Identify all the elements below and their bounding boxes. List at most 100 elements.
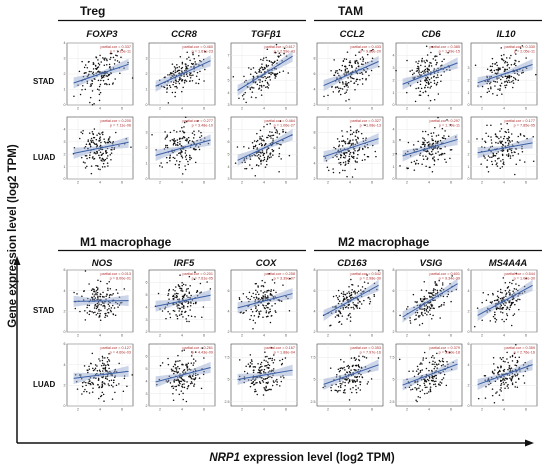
data-point: [430, 303, 432, 306]
data-point: [490, 75, 493, 78]
data-point: [251, 154, 253, 157]
data-point: [81, 382, 84, 384]
data-point: [262, 305, 265, 307]
data-point: [268, 60, 271, 62]
data-point: [99, 157, 101, 159]
data-point: [343, 65, 346, 68]
data-point: [114, 370, 116, 372]
data-point: [503, 53, 505, 56]
data-point: [81, 393, 83, 395]
data-point: [166, 87, 169, 89]
data-point: [512, 154, 514, 157]
gene-title-cd163: CD163: [337, 258, 367, 269]
data-point: [253, 383, 255, 386]
data-point: [428, 78, 431, 81]
data-point: [351, 77, 354, 80]
partial-cor-annotation: partial.cor = 0.258: [265, 272, 296, 276]
data-point: [496, 391, 498, 393]
data-point: [499, 130, 501, 132]
data-point: [352, 151, 355, 154]
data-point: [92, 136, 95, 139]
data-point: [260, 71, 262, 73]
row-label-stad-top: STAD: [33, 77, 54, 86]
data-point: [525, 57, 527, 59]
regression-line: [477, 142, 533, 154]
data-point: [348, 291, 350, 293]
data-point: [163, 148, 166, 150]
data-point: [95, 68, 98, 70]
data-point: [273, 61, 276, 64]
data-point: [407, 167, 409, 169]
data-point: [249, 87, 251, 89]
data-point: [377, 357, 380, 359]
data-point: [178, 307, 181, 310]
data-point: [265, 389, 267, 392]
figure-y-axis-label: Gene expression level (log2 TPM): [7, 144, 19, 328]
data-point: [192, 137, 195, 139]
x-tick-label: 6: [203, 181, 205, 185]
data-point: [346, 175, 348, 178]
data-point: [173, 74, 176, 76]
y-tick-label: 2: [393, 330, 395, 334]
data-point: [509, 155, 512, 157]
data-point: [76, 388, 79, 390]
data-point: [183, 307, 185, 309]
data-point: [288, 310, 291, 312]
data-point: [93, 298, 95, 301]
data-point: [268, 357, 270, 360]
data-point: [192, 378, 194, 380]
data-point: [87, 382, 89, 384]
data-point: [96, 288, 99, 291]
data-point: [93, 128, 96, 130]
data-point: [96, 298, 98, 301]
data-point: [85, 384, 87, 387]
data-point: [188, 368, 190, 370]
data-point: [166, 84, 168, 86]
data-point: [282, 70, 285, 72]
partial-cor-annotation: partial.cor = 0.200: [101, 119, 132, 123]
data-point: [356, 142, 359, 144]
data-point: [425, 81, 428, 84]
data-point: [346, 89, 348, 91]
data-point: [507, 307, 509, 309]
y-tick-label: 2: [468, 78, 470, 82]
data-point: [262, 59, 264, 61]
data-point: [108, 367, 110, 370]
data-point: [434, 126, 436, 129]
data-point: [447, 52, 449, 54]
data-point: [271, 359, 273, 362]
data-point: [362, 63, 364, 66]
data-point: [186, 66, 188, 68]
data-point: [497, 142, 499, 144]
data-point: [336, 297, 339, 299]
data-point: [175, 82, 177, 84]
data-point: [335, 295, 338, 297]
y-tick-label: 6: [146, 281, 148, 285]
y-tick-label: 1: [468, 165, 470, 169]
data-point: [253, 87, 255, 89]
data-point: [188, 275, 191, 278]
data-point: [263, 387, 265, 389]
data-point: [282, 129, 284, 131]
data-point: [269, 321, 272, 324]
data-point: [264, 67, 266, 70]
data-point: [435, 63, 437, 66]
data-point: [269, 122, 271, 125]
data-point: [440, 142, 443, 144]
data-point: [344, 381, 346, 384]
data-point: [267, 303, 269, 305]
data-point: [501, 154, 504, 157]
data-point: [338, 370, 341, 373]
data-point: [271, 279, 274, 281]
data-point: [503, 163, 505, 166]
data-point: [333, 74, 335, 77]
data-point: [436, 81, 439, 84]
data-point: [513, 288, 516, 290]
data-point: [183, 131, 185, 134]
data-point: [262, 154, 265, 157]
p-value-annotation: p = 2.98e-30: [360, 276, 381, 280]
x-tick-label: 2: [481, 107, 483, 111]
data-point: [192, 373, 195, 375]
data-point: [238, 298, 241, 301]
data-point: [175, 314, 177, 316]
